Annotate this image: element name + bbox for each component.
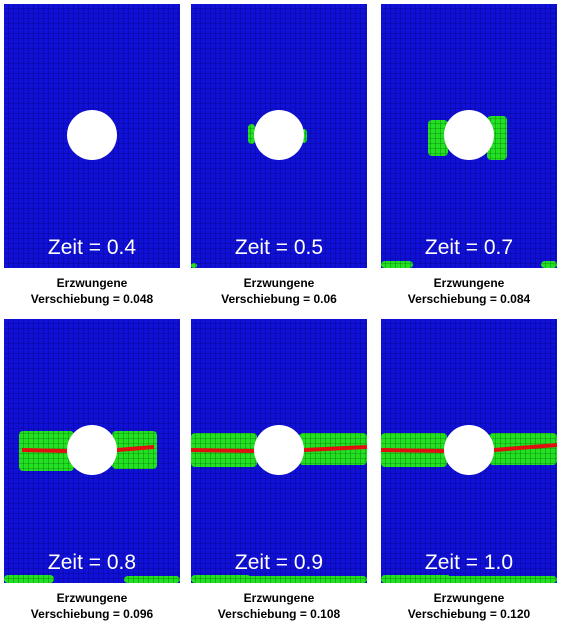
caption-line: Erzwungene: [244, 276, 315, 290]
caption-line: Erzwungene: [57, 591, 128, 605]
hole: [254, 110, 304, 160]
damage-zone: [441, 576, 557, 583]
panel: Zeit = 0.9 Erzwungene Verschiebung = 0.108: [190, 319, 368, 621]
caption-line: Erzwungene: [244, 591, 315, 605]
caption-line: Verschiebung = 0.06: [221, 292, 337, 306]
damage-zone: [4, 575, 54, 583]
damage-zone: [541, 261, 557, 268]
damage-zone: [381, 575, 451, 583]
caption-line: Erzwungene: [57, 276, 128, 290]
caption-line: Verschiebung = 0.084: [408, 292, 531, 306]
damage-zone: [381, 261, 413, 268]
panel: Zeit = 0.4 Erzwungene Verschiebung = 0.048: [4, 4, 180, 306]
panel: Zeit = 0.7 Erzwungene Verschiebung = 0.084: [381, 4, 557, 306]
damage-zone: [428, 120, 448, 156]
caption-line: Verschiebung = 0.120: [408, 607, 531, 621]
time-label: Zeit = 0.4: [48, 236, 136, 259]
caption-line: Verschiebung = 0.048: [31, 292, 154, 306]
damage-zone: [241, 576, 367, 583]
panel: Zeit = 0.8 Erzwungene Verschiebung = 0.096: [4, 319, 180, 621]
time-label: Zeit = 0.7: [425, 236, 513, 259]
hole: [444, 110, 494, 160]
time-label: Zeit = 0.8: [48, 551, 136, 574]
time-label: Zeit = 0.5: [235, 236, 323, 259]
hole: [444, 425, 494, 475]
caption-line: Erzwungene: [434, 276, 505, 290]
time-label: Zeit = 0.9: [235, 551, 323, 574]
caption-line: Verschiebung = 0.096: [31, 607, 154, 621]
damage-zone: [248, 124, 255, 144]
hole: [67, 110, 117, 160]
damage-zone: [124, 576, 180, 583]
damage-zone: [191, 263, 197, 268]
time-label: Zeit = 1.0: [425, 551, 513, 574]
damage-zone: [191, 575, 251, 583]
panel: Zeit = 1.0 Erzwungene Verschiebung = 0.120: [380, 319, 558, 621]
hole: [254, 425, 304, 475]
panel: Zeit = 0.5 Erzwungene Verschiebung = 0.06: [191, 4, 367, 306]
hole: [67, 425, 117, 475]
caption-line: Verschiebung = 0.108: [218, 607, 341, 621]
caption-line: Erzwungene: [434, 591, 505, 605]
